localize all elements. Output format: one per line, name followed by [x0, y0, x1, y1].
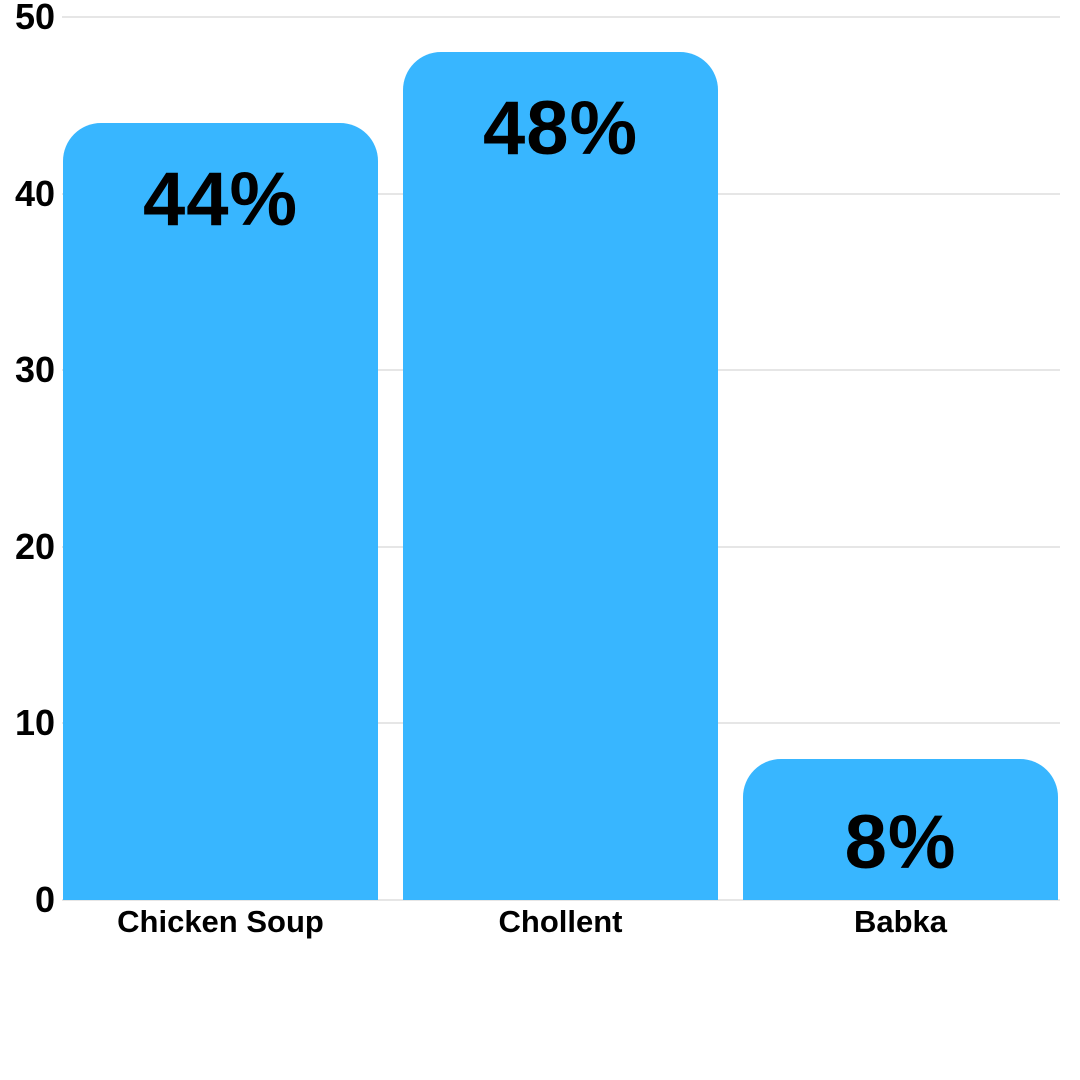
category-label: Babka [853, 904, 948, 939]
gridline [62, 899, 1060, 901]
bar-value-label: 44% [142, 156, 299, 242]
bar-value-label: 8% [844, 800, 957, 886]
bar-value-label: 48% [482, 86, 639, 172]
category-label: Chollent [498, 904, 623, 939]
category-label: Chicken Soup [117, 904, 324, 939]
bar [403, 52, 718, 900]
bar [743, 758, 1058, 900]
y-tick-label: 10 [14, 702, 55, 744]
y-tick-label: 30 [14, 349, 55, 391]
y-tick-label: 20 [14, 525, 55, 567]
y-tick-label: 40 [14, 172, 55, 214]
bar [63, 122, 378, 900]
y-tick-label: 0 [34, 879, 55, 920]
y-tick-label: 50 [14, 0, 55, 37]
gridline [62, 16, 1060, 18]
